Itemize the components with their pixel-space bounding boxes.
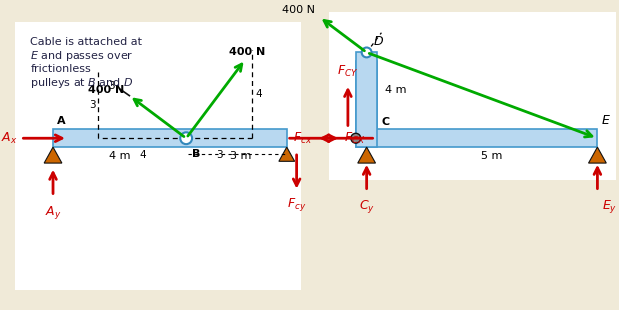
Text: 4 m: 4 m <box>386 85 407 95</box>
Text: B: B <box>192 149 201 159</box>
Text: 3: 3 <box>90 100 96 110</box>
Bar <box>356 129 597 147</box>
Bar <box>15 22 301 290</box>
Text: 4 m: 4 m <box>109 151 131 161</box>
Text: 4: 4 <box>139 150 145 160</box>
Polygon shape <box>44 147 62 163</box>
Bar <box>356 52 378 147</box>
Text: $C_y$: $C_y$ <box>358 198 374 215</box>
Polygon shape <box>279 147 295 161</box>
Text: C: C <box>381 117 389 127</box>
Text: 400 N: 400 N <box>229 47 266 57</box>
Text: $D$: $D$ <box>373 34 384 47</box>
Text: 3: 3 <box>108 81 115 91</box>
Text: $A_x$: $A_x$ <box>1 131 17 146</box>
Text: $F_{cy}$: $F_{cy}$ <box>287 197 306 213</box>
Text: $A_y$: $A_y$ <box>45 204 61 221</box>
Circle shape <box>351 133 361 143</box>
Circle shape <box>361 47 371 57</box>
Polygon shape <box>589 147 606 163</box>
Text: $E_y$: $E_y$ <box>602 198 618 215</box>
Polygon shape <box>358 147 376 163</box>
Text: 4: 4 <box>255 89 262 99</box>
Text: $E$: $E$ <box>601 114 611 127</box>
Bar <box>356 61 378 129</box>
Text: $F_{cx}$: $F_{cx}$ <box>293 131 313 146</box>
Text: A: A <box>57 116 66 126</box>
Text: Cable is attached at
$E$ and passes over
frictionless
pulleys at $B$ and $D$: Cable is attached at $E$ and passes over… <box>30 37 142 90</box>
Text: 3: 3 <box>216 150 222 160</box>
Bar <box>329 12 616 180</box>
Text: $F_{CX}$: $F_{CX}$ <box>344 131 365 146</box>
Text: 3 m: 3 m <box>230 151 251 161</box>
Text: 400 N: 400 N <box>88 85 124 95</box>
Text: 400 N: 400 N <box>282 5 315 15</box>
Bar <box>53 129 287 147</box>
Text: $F_{CY}$: $F_{CY}$ <box>337 64 358 79</box>
Text: 5 m: 5 m <box>481 151 502 161</box>
Circle shape <box>180 132 192 144</box>
